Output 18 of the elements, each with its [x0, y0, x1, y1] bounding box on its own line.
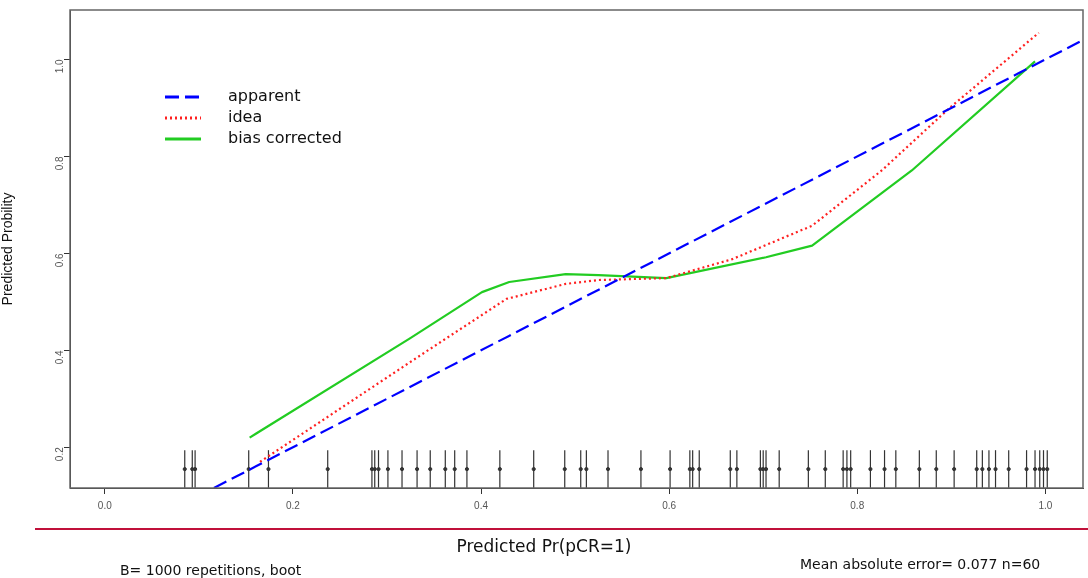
- x-axis-title: Predicted Pr(pCR=1): [455, 536, 633, 556]
- legend-label: idea: [228, 107, 263, 127]
- y-axis-title: Predicted Probility: [0, 192, 16, 306]
- legend-label: bias corrected: [228, 128, 342, 148]
- x-tick-label: 0.8: [850, 499, 865, 511]
- x-tick-label: 0.4: [474, 499, 489, 511]
- legend-label: apparent: [228, 86, 301, 106]
- x-tick-label: 1.0: [1038, 499, 1053, 511]
- y-tick-label: 0.6: [53, 252, 65, 268]
- y-tick-label: 1.0: [53, 59, 65, 74]
- y-tick-label: 0.8: [53, 155, 65, 171]
- text: B= 1000 repetitions, boot: [120, 562, 302, 578]
- y-tick-label: 0.2: [53, 446, 65, 462]
- y-tick-label: 0.4: [53, 349, 65, 365]
- x-tick-label: 0.6: [662, 499, 677, 511]
- x-tick-label: 0.2: [285, 499, 301, 511]
- x-tick-label: 0.0: [97, 499, 113, 511]
- text: Mean absolute error= 0.077 n=60: [800, 556, 1041, 572]
